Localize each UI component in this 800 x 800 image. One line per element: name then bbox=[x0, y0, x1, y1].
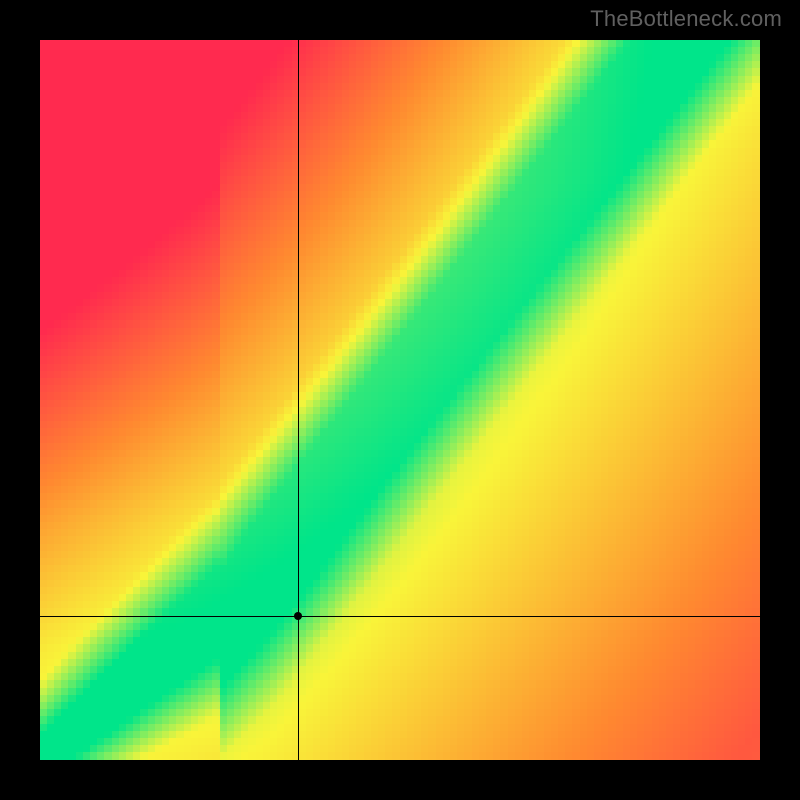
crosshair-horizontal bbox=[40, 616, 760, 617]
crosshair-vertical bbox=[298, 40, 299, 760]
heatmap-figure: TheBottleneck.com bbox=[0, 0, 800, 800]
marker-dot bbox=[294, 612, 302, 620]
heatmap-canvas bbox=[40, 40, 760, 760]
plot-area bbox=[40, 40, 760, 760]
watermark-text: TheBottleneck.com bbox=[590, 6, 782, 32]
